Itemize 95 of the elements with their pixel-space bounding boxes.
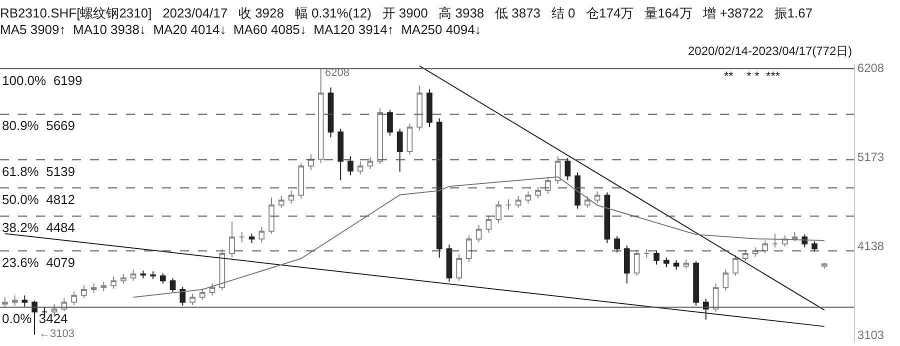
candlestick [248,233,255,244]
candlestick [12,294,18,306]
candlestick [110,276,116,290]
candlestick [22,294,28,308]
candlestick [160,272,166,284]
candlestick [594,190,600,204]
candlestick [624,245,630,284]
chart-subtitle: MA5 3909↑ MA10 3938↓ MA20 4014↓ MA60 4085↓ MA120 3914↑ MA250 4094↓ [0,22,482,38]
candlestick [288,190,294,204]
text: 2020/02/14-2023/04/17(772日) [688,44,852,58]
candlestick [367,156,374,170]
candlestick [81,284,87,299]
candlestick [238,231,245,243]
candlestick [584,196,590,208]
candlestick [180,286,186,306]
candlestick [446,244,452,282]
candlestick [406,123,413,156]
candlestick [348,156,354,176]
annotation: 6208 [325,67,350,79]
candlestick [812,240,818,252]
candlestick [742,249,748,262]
candlestick [229,221,235,258]
candlestick [140,270,146,279]
candlestick [673,260,680,270]
chart-title: RB2310.SHF[螺纹钢2310] 2023/04/17 收 3928 幅 0.31%(12) 开 3900 高 3938 低 3873 结 0 仓174万 量164万 增 +38722 振1.67 [0,5,813,20]
candlestick [357,160,364,175]
ref-line-label: 100.0% 6199 [2,73,82,88]
candlestick [515,195,522,208]
line-series [132,176,825,298]
candlestick [32,300,38,336]
candlestick [772,233,778,248]
candlestick [338,128,344,181]
candlestick [130,269,136,282]
candlestick [732,254,738,276]
candlestick [712,282,719,312]
candlestick [90,282,97,294]
candlestick [535,186,541,199]
candlestick [683,258,690,270]
candlestick [476,224,482,243]
candlestick [377,108,384,164]
y-tick-label: 4138 [857,239,884,254]
candlestick [821,262,828,270]
candlestick [258,226,265,243]
annotation: ** * * *** [724,69,780,83]
candlestick [792,231,798,242]
candlestick [644,248,650,258]
ref-line-label: 80.9% 5669 [2,118,76,133]
candlestick [426,88,432,128]
candlestick [506,198,512,210]
candlestick [387,109,393,136]
candlestick [693,260,699,306]
ref-line-label: 61.8% 5139 [2,164,76,179]
candlestick [752,246,758,258]
candlestick [100,281,107,292]
candlestick [496,200,502,224]
candlestick [604,192,610,244]
candlestick [318,67,324,164]
y-tick-label: 5173 [857,150,884,164]
candlestick [298,162,304,199]
candlestick [199,288,206,300]
candlestick [564,157,571,181]
candlestick [396,128,403,172]
ref-line-label: 23.6% 4079 [2,255,76,270]
candlestick [328,86,334,138]
candlestick [456,254,462,282]
candlestick [654,250,660,266]
candlestick [170,278,176,293]
y-tick-label: 6208 [857,61,884,76]
candlestick [278,195,284,208]
ref-line-label: 0.0% 3424 [2,311,68,326]
candlestick [722,269,729,291]
candlestick [150,270,156,280]
ref-line-label: 50.0% 4812 [2,192,76,207]
candlestick [762,240,768,254]
candlestick [634,249,640,276]
candlestick [702,298,709,320]
annotation: ←3103 [39,328,74,340]
candlestick [525,190,532,204]
candlestick [209,282,216,296]
candlestick [486,215,492,234]
ref-line-label: 38.2% 4484 [2,220,76,235]
candlestick [466,234,472,262]
candlestick [71,290,77,306]
candlestick [120,274,126,284]
candlestick [190,293,196,306]
candlestick [436,118,442,258]
y-tick-label: 3103 [857,328,884,342]
candlestick [574,172,580,210]
candlestick [545,176,551,195]
candlestick [614,236,620,254]
candlestick [268,197,274,234]
candlestick [554,156,561,184]
candlestick [219,248,226,291]
candlestick [416,85,423,131]
candlestick [664,257,670,268]
